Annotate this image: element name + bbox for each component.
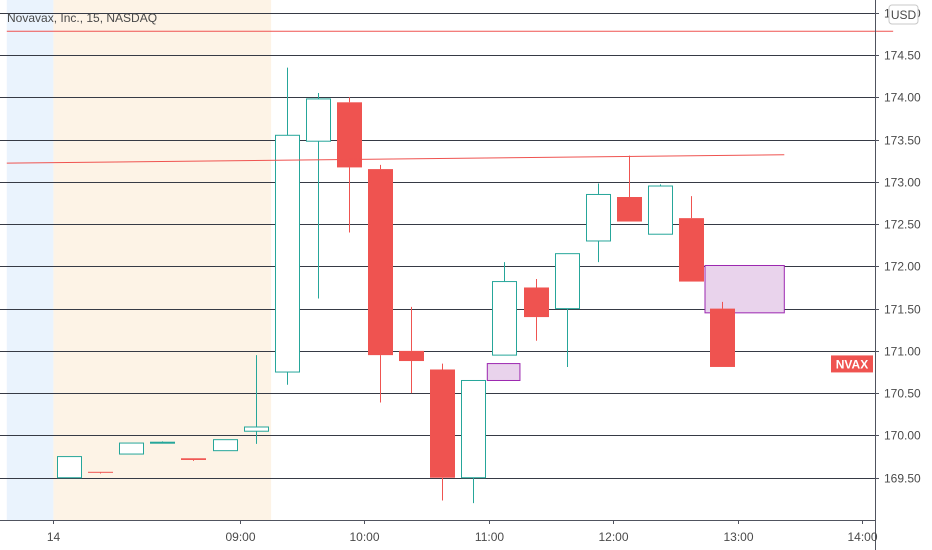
candle-body — [524, 287, 549, 318]
time-axis[interactable]: 14 09:00 10:00 11:00 12:00 13:00 14:00 — [47, 520, 878, 544]
price-tick-label: 174.00 — [884, 91, 921, 105]
candle-body — [555, 253, 580, 310]
candle-down — [710, 301, 735, 367]
candle-up — [213, 439, 238, 452]
candle-up — [586, 183, 611, 263]
candle-up — [244, 355, 269, 444]
candles — [57, 67, 735, 504]
price-tick-label: 171.00 — [884, 345, 921, 359]
candle-body — [337, 102, 362, 168]
candle-down — [88, 471, 113, 474]
time-tick-label: 09:00 — [225, 530, 255, 544]
candle-body — [492, 281, 517, 356]
candle-up — [555, 253, 580, 367]
time-tick-label: 12:00 — [598, 530, 628, 544]
candle-up — [150, 441, 175, 444]
session-background — [6, 0, 272, 520]
candle-up — [306, 93, 331, 299]
price-tick-label: 170.50 — [884, 387, 921, 401]
candle-up — [57, 456, 82, 479]
candle-up — [461, 379, 486, 504]
candle-down — [181, 458, 206, 461]
candle-body — [306, 98, 331, 142]
time-tick-label: 13:00 — [723, 530, 753, 544]
candle-body — [430, 369, 455, 478]
symbol-tag-label: NVAX — [836, 357, 868, 371]
candle-up — [119, 442, 144, 455]
trend-lines[interactable] — [6, 30, 894, 164]
candle-body — [181, 458, 206, 460]
candle-down — [430, 363, 455, 501]
candle-body — [617, 197, 642, 222]
candle-up — [275, 67, 300, 385]
price-tick-label: 170.00 — [884, 429, 921, 443]
time-tick-label: 14 — [47, 530, 61, 544]
rectangle-drawings[interactable] — [486, 264, 785, 381]
price-tick-label: 169.50 — [884, 472, 921, 486]
candle-down — [524, 279, 549, 341]
candle-body — [648, 185, 673, 235]
candle-down — [337, 97, 362, 233]
candle-body — [275, 134, 300, 373]
price-tick-label: 172.50 — [884, 218, 921, 232]
session-band-pre — [6, 0, 54, 520]
price-tick-label: 174.50 — [884, 49, 921, 63]
candle-body — [399, 350, 424, 362]
time-tick-label: 11:00 — [475, 530, 504, 544]
candle-down — [617, 155, 642, 222]
price-tick-label: 173.00 — [884, 176, 921, 190]
currency-badge[interactable]: USD — [888, 4, 919, 25]
candle-body — [213, 439, 238, 452]
chart-title: Novavax, Inc., 15, NASDAQ — [7, 11, 157, 25]
candle-up — [648, 184, 673, 235]
candle-up — [492, 262, 517, 356]
symbol-price-tag: NVAX — [831, 355, 873, 373]
candle-body — [586, 193, 611, 242]
candle-body — [679, 218, 704, 282]
candle-body — [119, 442, 144, 455]
time-tick-label: 10:00 — [349, 530, 379, 544]
candle-down — [399, 306, 424, 394]
session-band-ext — [53, 0, 272, 520]
candle-body — [368, 169, 393, 356]
price-tick-label: 172.00 — [884, 260, 921, 274]
trend-line[interactable] — [6, 154, 785, 164]
candle-body — [57, 456, 82, 479]
candle-body — [244, 426, 269, 432]
price-tick-label: 171.50 — [884, 303, 921, 317]
price-tick-label: 173.50 — [884, 134, 921, 148]
candle-body — [461, 379, 486, 479]
time-tick-label: 14:00 — [847, 530, 877, 544]
candle-body — [88, 471, 113, 473]
rectangle-drawing[interactable] — [704, 264, 785, 314]
currency-label: USD — [891, 8, 917, 22]
candle-down — [368, 164, 393, 403]
price-axis[interactable]: 175.00174.50174.00173.50173.00172.50172.… — [875, 7, 921, 486]
rectangle-drawing[interactable] — [486, 363, 521, 381]
candle-down — [679, 196, 704, 282]
candle-body — [150, 441, 175, 444]
candle-body — [710, 308, 735, 367]
